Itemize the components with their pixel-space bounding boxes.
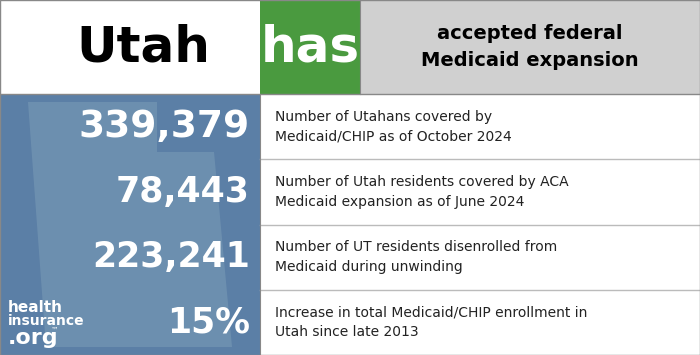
- Text: accepted federal
Medicaid expansion: accepted federal Medicaid expansion: [421, 24, 639, 70]
- Text: Number of Utahans covered by
Medicaid/CHIP as of October 2024: Number of Utahans covered by Medicaid/CH…: [275, 110, 512, 144]
- Text: ™: ™: [51, 326, 59, 334]
- Bar: [260, 224, 700, 290]
- Bar: [360, 0, 700, 94]
- Text: .org: .org: [8, 328, 59, 348]
- Text: Number of Utah residents covered by ACA
Medicaid expansion as of June 2024: Number of Utah residents covered by ACA …: [275, 175, 568, 209]
- Text: 339,379: 339,379: [79, 109, 250, 144]
- Text: Increase in total Medicaid/CHIP enrollment in
Utah since late 2013: Increase in total Medicaid/CHIP enrollme…: [275, 305, 587, 339]
- Polygon shape: [28, 102, 232, 347]
- Bar: [260, 159, 700, 224]
- Text: Number of UT residents disenrolled from
Medicaid during unwinding: Number of UT residents disenrolled from …: [275, 240, 557, 274]
- Bar: [260, 290, 700, 355]
- Text: 15%: 15%: [167, 305, 250, 339]
- Text: 223,241: 223,241: [92, 240, 250, 274]
- Text: health: health: [8, 300, 63, 315]
- Text: Utah: Utah: [76, 23, 210, 71]
- Bar: [260, 94, 700, 159]
- Text: 78,443: 78,443: [116, 175, 250, 209]
- Bar: [0, 0, 260, 94]
- Bar: [0, 94, 260, 355]
- Bar: [260, 0, 360, 94]
- Text: insurance: insurance: [8, 313, 85, 328]
- Text: has: has: [260, 23, 360, 71]
